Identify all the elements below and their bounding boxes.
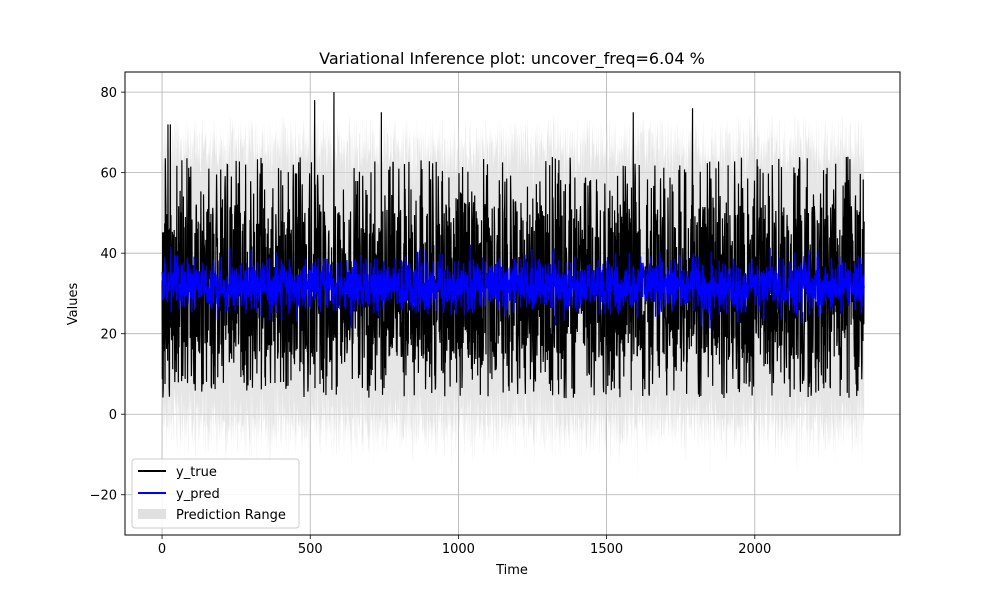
x-tick-label: 0 bbox=[158, 542, 166, 557]
y-tick-label: 40 bbox=[100, 247, 117, 262]
y-tick-label: −20 bbox=[90, 489, 117, 504]
plot-frame bbox=[124, 71, 901, 536]
x-axis-label: Time bbox=[495, 563, 528, 578]
legend-label-y-pred: y_pred bbox=[176, 487, 220, 502]
legend-box bbox=[131, 458, 300, 529]
x-tick-label: 2000 bbox=[738, 542, 771, 557]
chart-title: Variational Inference plot: uncover_freq… bbox=[319, 49, 705, 69]
y-axis-label: Values bbox=[66, 283, 81, 326]
y-pred-series bbox=[161, 244, 865, 329]
y-tick-label: 80 bbox=[100, 86, 117, 101]
x-tick-label: 1000 bbox=[442, 542, 475, 557]
legend-label-prediction-range: Prediction Range bbox=[176, 508, 286, 523]
x-axis-ticks: 0 500 1000 1500 2000 bbox=[158, 535, 771, 557]
y-tick-label: 0 bbox=[109, 408, 117, 423]
y-tick-label: 60 bbox=[100, 167, 117, 182]
y-tick-label: 20 bbox=[100, 328, 117, 343]
y-axis-ticks: −20 0 20 40 60 80 bbox=[90, 86, 125, 504]
x-tick-label: 500 bbox=[298, 542, 323, 557]
y-pred-line bbox=[161, 244, 865, 329]
legend-label-y-true: y_true bbox=[176, 465, 217, 480]
legend: y_true y_pred Prediction Range bbox=[131, 458, 300, 529]
legend-swatch-prediction-range bbox=[138, 509, 166, 519]
x-tick-label: 1500 bbox=[590, 542, 623, 557]
